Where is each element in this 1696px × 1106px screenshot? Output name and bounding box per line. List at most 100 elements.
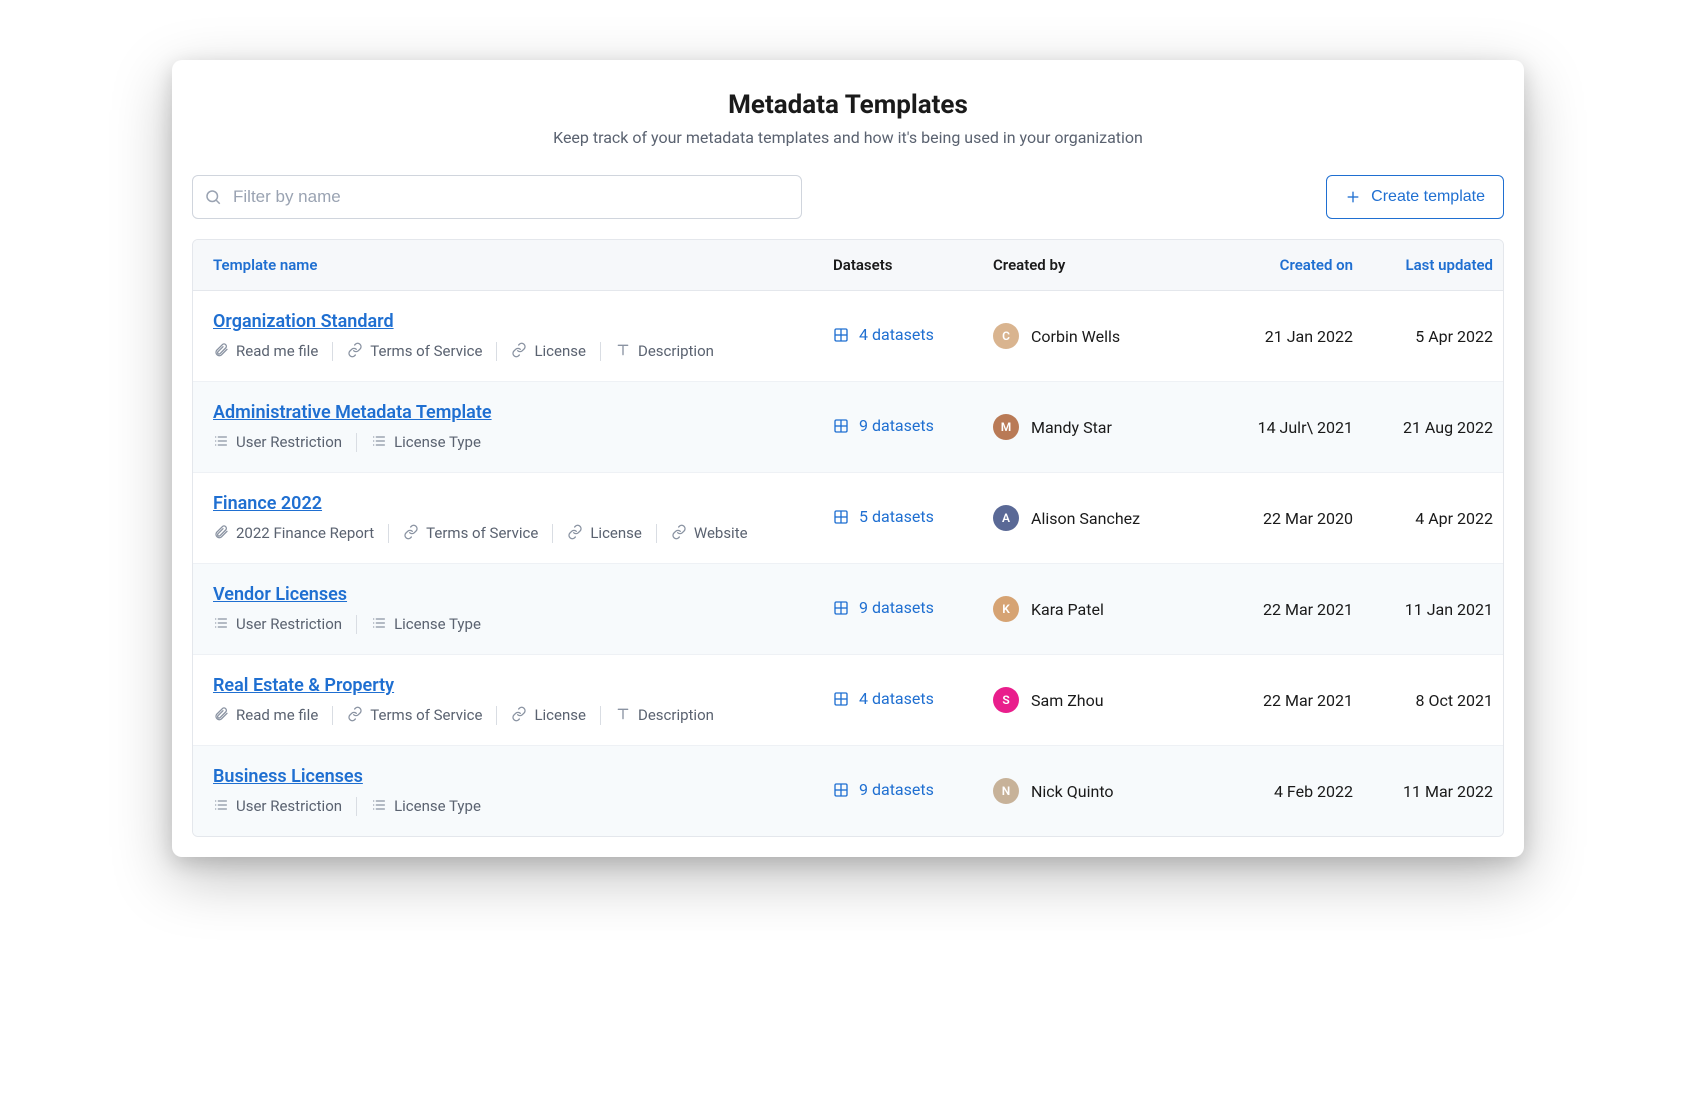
toolbar: Create template <box>172 175 1524 239</box>
tag-label: License Type <box>394 617 481 632</box>
tag-label: Terms of Service <box>370 708 482 723</box>
template-tag: User Restriction <box>213 797 357 816</box>
link-icon <box>511 342 527 361</box>
template-name-link[interactable]: Business Licenses <box>213 766 363 787</box>
search-icon <box>204 188 222 206</box>
cell-template: Vendor Licenses User Restriction License T… <box>193 584 813 634</box>
cell-last-updated: 8 Oct 2021 <box>1373 691 1504 710</box>
cell-template: Business Licenses User Restriction License… <box>193 766 813 816</box>
datasets-link[interactable]: 5 datasets <box>833 507 934 526</box>
col-template-name[interactable]: Template name <box>193 240 813 290</box>
cell-datasets: 4 datasets <box>813 689 973 711</box>
cell-created-by: N Nick Quinto <box>973 778 1213 804</box>
template-name-link[interactable]: Finance 2022 <box>213 493 322 514</box>
text-icon <box>615 342 631 361</box>
grid-icon <box>833 782 849 798</box>
template-tag: Description <box>601 342 728 361</box>
datasets-link[interactable]: 9 datasets <box>833 416 934 435</box>
tag-label: Terms of Service <box>426 526 538 541</box>
link-icon <box>567 524 583 543</box>
template-tag: License Type <box>357 797 495 816</box>
datasets-count: 9 datasets <box>859 598 934 617</box>
table-header: Template name Datasets Created by Create… <box>193 240 1503 291</box>
cell-last-updated: 11 Jan 2021 <box>1373 600 1504 619</box>
cell-created-by: M Mandy Star <box>973 414 1213 440</box>
creator-name: Sam Zhou <box>1031 691 1104 710</box>
tag-label: License <box>534 344 586 359</box>
grid-icon <box>833 691 849 707</box>
template-tag: License <box>553 524 657 543</box>
cell-created-on: 14 Julr\ 2021 <box>1213 418 1373 437</box>
cell-created-on: 21 Jan 2022 <box>1213 327 1373 346</box>
template-name-link[interactable]: Vendor Licenses <box>213 584 347 605</box>
clip-icon <box>213 706 229 725</box>
create-template-label: Create template <box>1371 188 1485 206</box>
template-name-link[interactable]: Real Estate & Property <box>213 675 394 696</box>
template-tag: User Restriction <box>213 615 357 634</box>
datasets-link[interactable]: 4 datasets <box>833 689 934 708</box>
col-created-on[interactable]: Created on <box>1213 240 1373 290</box>
template-name-link[interactable]: Administrative Metadata Template <box>213 402 492 423</box>
datasets-count: 9 datasets <box>859 780 934 799</box>
create-template-button[interactable]: Create template <box>1326 175 1504 219</box>
template-tag: User Restriction <box>213 433 357 452</box>
avatar: S <box>993 687 1019 713</box>
cell-last-updated: 11 Mar 2022 <box>1373 782 1504 801</box>
datasets-link[interactable]: 9 datasets <box>833 780 934 799</box>
page-subtitle: Keep track of your metadata templates an… <box>172 128 1524 147</box>
template-tag: License Type <box>357 433 495 452</box>
link-icon <box>403 524 419 543</box>
templates-table: Template name Datasets Created by Create… <box>192 239 1504 837</box>
creator: M Mandy Star <box>993 414 1112 440</box>
link-icon <box>511 706 527 725</box>
cell-created-on: 22 Mar 2020 <box>1213 509 1373 528</box>
grid-icon <box>833 327 849 343</box>
col-last-updated[interactable]: Last updated <box>1373 240 1504 290</box>
tag-label: Description <box>638 344 714 359</box>
filter-input[interactable] <box>192 175 802 219</box>
list-icon <box>371 615 387 634</box>
cell-created-on: 4 Feb 2022 <box>1213 782 1373 801</box>
plus-icon <box>1345 189 1361 205</box>
table-row: Finance 20222022 Finance ReportTerms of … <box>193 473 1503 564</box>
tag-label: Website <box>694 526 748 541</box>
tag-label: Description <box>638 708 714 723</box>
datasets-count: 9 datasets <box>859 416 934 435</box>
template-tag: Read me file <box>213 706 333 725</box>
template-tag: Terms of Service <box>389 524 553 543</box>
col-datasets: Datasets <box>813 240 973 290</box>
cell-datasets: 5 datasets <box>813 507 973 529</box>
avatar: A <box>993 505 1019 531</box>
cell-created-by: A Alison Sanchez <box>973 505 1213 531</box>
tag-label: User Restriction <box>236 617 342 632</box>
templates-panel: Metadata Templates Keep track of your me… <box>172 60 1524 857</box>
creator: K Kara Patel <box>993 596 1104 622</box>
clip-icon <box>213 342 229 361</box>
cell-created-by: S Sam Zhou <box>973 687 1213 713</box>
link-icon <box>671 524 687 543</box>
template-tags: Read me fileTerms of ServiceLicenseDescr… <box>213 706 793 725</box>
grid-icon <box>833 600 849 616</box>
table-row: Business Licenses User Restriction License… <box>193 746 1503 836</box>
datasets-link[interactable]: 4 datasets <box>833 325 934 344</box>
datasets-link[interactable]: 9 datasets <box>833 598 934 617</box>
tag-label: User Restriction <box>236 799 342 814</box>
avatar: C <box>993 323 1019 349</box>
cell-last-updated: 4 Apr 2022 <box>1373 509 1504 528</box>
tag-label: License Type <box>394 799 481 814</box>
link-icon <box>347 342 363 361</box>
list-icon <box>371 433 387 452</box>
tag-label: License <box>590 526 642 541</box>
table-row: Organization StandardRead me fileTerms o… <box>193 291 1503 382</box>
creator-name: Nick Quinto <box>1031 782 1114 801</box>
avatar: K <box>993 596 1019 622</box>
creator: S Sam Zhou <box>993 687 1104 713</box>
template-tag: Description <box>601 706 728 725</box>
tag-label: Terms of Service <box>370 344 482 359</box>
table-row: Real Estate & Property Read me file Terms … <box>193 655 1503 746</box>
cell-created-by: K Kara Patel <box>973 596 1213 622</box>
template-name-link[interactable]: Organization Standard <box>213 311 394 332</box>
grid-icon <box>833 418 849 434</box>
cell-template: Real Estate & Property Read me file Terms … <box>193 675 813 725</box>
list-icon <box>213 797 229 816</box>
